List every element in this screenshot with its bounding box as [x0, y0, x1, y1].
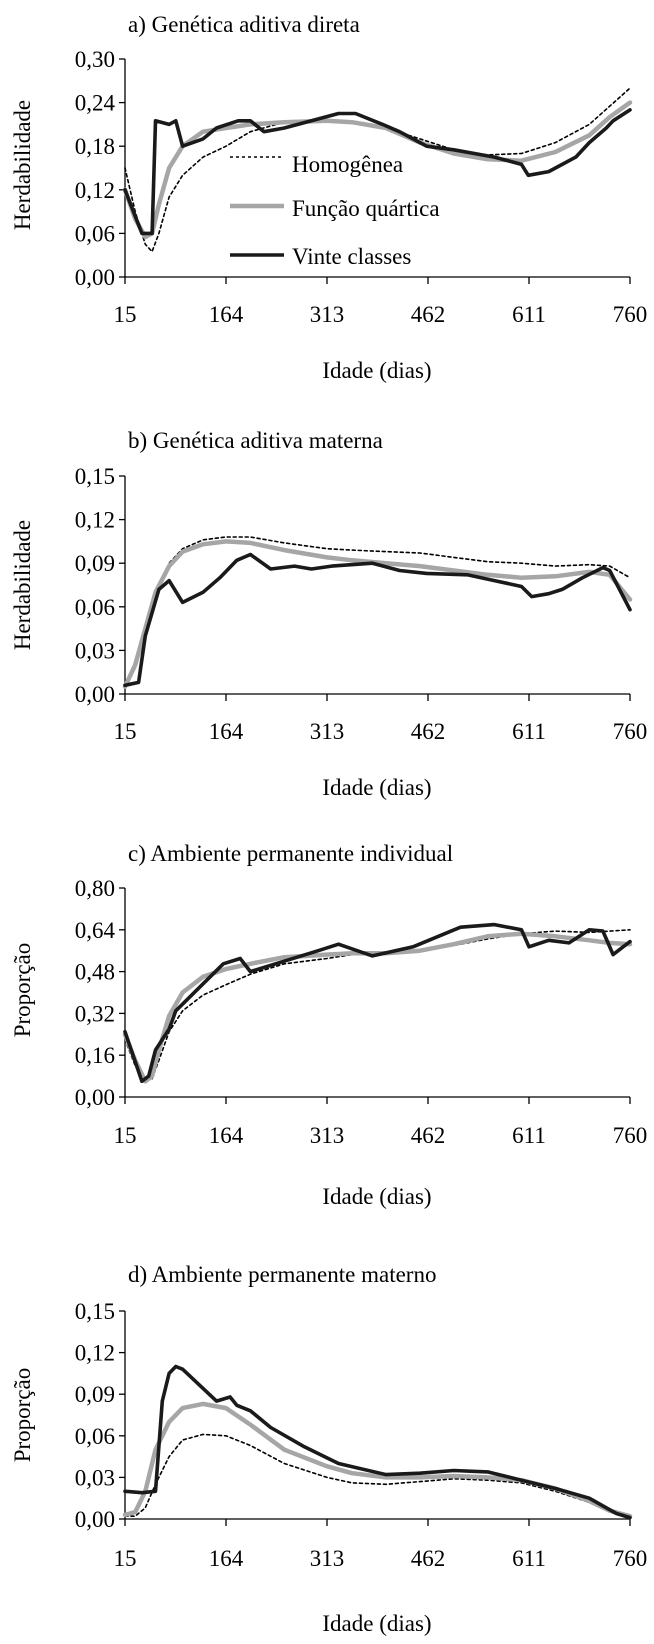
panel-b-x-tick-label: 164: [209, 719, 244, 744]
panel-d-y-tick-label: 0,06: [75, 1424, 115, 1449]
panel-d-x-tick-label: 611: [512, 1546, 546, 1571]
panel-a-y-tick-label: 0,12: [75, 178, 115, 203]
panel-c-x-tick-label: 313: [310, 1123, 345, 1148]
panel-a-y-tick-label: 0,06: [75, 221, 115, 246]
panel-c-y-tick-label: 0,16: [75, 1043, 115, 1068]
panel-d-y-tick-label: 0,15: [75, 1299, 115, 1324]
panel-d-series-homogenea-line: [124, 1433, 631, 1519]
panel-b-series-homogenea-line: [124, 536, 631, 688]
panel-a-x-tick-label: 462: [411, 302, 446, 327]
panel-a-y-tick-label: 0,18: [75, 134, 115, 159]
panel-a-y-axis-label: Herdabilidade: [10, 100, 35, 230]
panel-b-x-tick-label: 760: [613, 719, 648, 744]
panel-c-y-axis-label: Proporção: [10, 943, 35, 1038]
panel-c-x-tick-label: 15: [114, 1123, 137, 1148]
panel-c-x-tick-label: 611: [512, 1123, 546, 1148]
panel-d-y-tick-label: 0,03: [75, 1465, 115, 1490]
panel-d-x-tick-label: 462: [411, 1546, 446, 1571]
panel-c-y-tick-label: 0,48: [75, 960, 115, 985]
panel-a-x-axis-label: Idade (dias): [322, 358, 431, 383]
panel-d-x-tick-label: 15: [114, 1546, 137, 1571]
panel-c-x-tick-label: 164: [209, 1123, 244, 1148]
panel-b-x-tick-label: 313: [310, 719, 345, 744]
panel-b-y-tick-label: 0,03: [75, 638, 115, 663]
panel-b-x-tick-label: 462: [411, 719, 446, 744]
panel-a-title: a) Genética aditiva direta: [128, 12, 360, 37]
panel-d-x-tick-label: 760: [613, 1546, 648, 1571]
panel-b-series-quartica-line: [122, 539, 633, 689]
panel-c-x-axis-label: Idade (dias): [322, 1184, 431, 1209]
panel-d-x-tick-label: 313: [310, 1546, 345, 1571]
panel-b-x-tick-label: 15: [114, 719, 137, 744]
panel-b-y-tick-label: 0,12: [75, 508, 115, 533]
panel-a-y-tick-label: 0,00: [75, 265, 115, 290]
panel-d-y-tick-label: 0,12: [75, 1341, 115, 1366]
legend-label-quartica: Função quártica: [292, 196, 440, 221]
panel-a-y-tick-label: 0,30: [75, 47, 115, 72]
panel-b-y-tick-label: 0,00: [75, 682, 115, 707]
panel-d-y-tick-label: 0,09: [75, 1382, 115, 1407]
panel-b-y-tick-label: 0,09: [75, 551, 115, 576]
panel-d-series-vinte-line: [123, 1364, 632, 1520]
panel-d-series-quartica-line: [122, 1401, 633, 1519]
panel-c-y-tick-label: 0,80: [75, 876, 115, 901]
panel-a-x-tick-label: 313: [310, 302, 345, 327]
panel-a-y-tick-label: 0,24: [75, 91, 116, 116]
panel-d-x-axis-label: Idade (dias): [322, 1611, 431, 1636]
panel-b-x-axis-label: Idade (dias): [322, 775, 431, 800]
panel-c-x-tick-label: 760: [613, 1123, 648, 1148]
panel-a-x-tick-label: 15: [114, 302, 137, 327]
panel-d-title: d) Ambiente permanente materno: [128, 1262, 436, 1287]
panel-a-series-vinte-line: [123, 108, 632, 236]
panel-a-x-tick-label: 611: [512, 302, 546, 327]
panel-a-x-tick-label: 164: [209, 302, 244, 327]
panel-a-x-tick-label: 760: [613, 302, 648, 327]
panel-d-x-tick-label: 164: [209, 1546, 244, 1571]
legend-label-vinte: Vinte classes: [292, 244, 411, 269]
legend-label-homogenea: Homogênea: [292, 152, 403, 177]
panel-c-series-vinte-line: [123, 922, 632, 1084]
panel-b-y-tick-label: 0,15: [75, 464, 115, 489]
panel-c-title: c) Ambiente permanente individual: [128, 841, 453, 866]
panel-c-y-tick-label: 0,00: [75, 1085, 115, 1110]
panel-d-y-tick-label: 0,00: [75, 1507, 115, 1532]
panel-b-x-tick-label: 611: [512, 719, 546, 744]
panel-b-title: b) Genética aditiva materna: [128, 428, 383, 453]
panel-c-y-tick-label: 0,64: [75, 918, 116, 943]
panel-b-y-tick-label: 0,06: [75, 595, 115, 620]
panel-c-y-tick-label: 0,32: [75, 1001, 115, 1026]
panel-d-y-axis-label: Proporção: [10, 1368, 35, 1463]
panel-c-x-tick-label: 462: [411, 1123, 446, 1148]
panel-b-series-vinte-line: [123, 552, 632, 688]
panel-b-y-axis-label: Herdabilidade: [10, 520, 35, 650]
